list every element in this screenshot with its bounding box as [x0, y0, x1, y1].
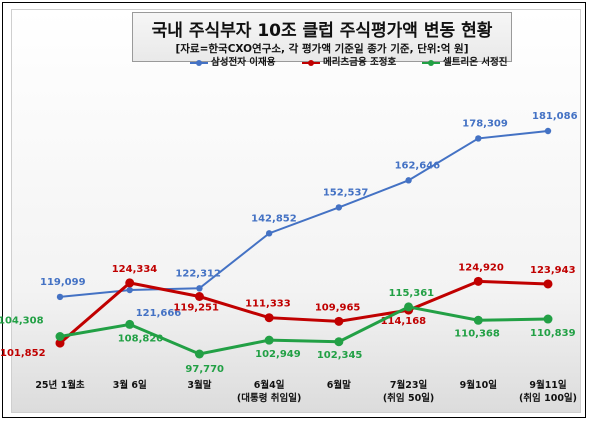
- data-point-meritz: [194, 292, 204, 302]
- x-tick-sublabel: (취임 50일): [383, 392, 434, 404]
- data-label-meritz: 109,965: [315, 302, 361, 313]
- data-point-meritz: [543, 279, 553, 289]
- series-line-samsung: [59, 130, 549, 298]
- data-label-samsung: 142,852: [251, 213, 297, 224]
- data-point-samsung: [56, 293, 64, 301]
- data-label-celltrion: 115,361: [389, 288, 435, 299]
- data-point-meritz: [125, 278, 135, 288]
- data-point-samsung: [475, 135, 482, 142]
- data-label-celltrion: 97,770: [185, 364, 224, 375]
- x-tick-label: 9월10일: [460, 379, 498, 391]
- legend-label-samsung: 삼성전자 이재용: [211, 57, 276, 68]
- data-point-samsung: [265, 230, 273, 237]
- x-tick-sublabel: (취임 100일): [519, 392, 577, 404]
- data-point-samsung: [544, 127, 552, 135]
- legend-item-samsung: 삼성전자 이재용: [190, 54, 276, 68]
- data-label-samsung: 162,646: [395, 160, 441, 171]
- chart-title: 국내 주식부자 10조 클럽 주식평가액 변동 현황: [151, 21, 493, 41]
- x-tick-label: 25년 1월초: [35, 379, 85, 391]
- data-point-celltrion: [334, 337, 344, 347]
- legend-label-celltrion: 셀트리온 서정진: [443, 57, 508, 68]
- data-point-celltrion: [473, 315, 483, 325]
- legend-label-meritz: 메리츠금융 조정호: [323, 57, 397, 68]
- data-point-celltrion: [264, 335, 274, 345]
- x-tick-sublabel: (대통령 취임일): [237, 392, 301, 404]
- x-tick-label: 3월말: [187, 379, 211, 391]
- data-point-celltrion: [543, 314, 553, 324]
- data-label-celltrion: 108,820: [118, 333, 164, 344]
- series-line-meritz: [59, 279, 549, 345]
- x-tick-label: 9월11일: [529, 379, 567, 391]
- legend: 삼성전자 이재용 메리츠금융 조정호 셀트리온 서정진: [190, 54, 520, 68]
- data-label-meritz: 123,943: [530, 265, 576, 276]
- legend-swatch-samsung: [190, 59, 208, 66]
- series-line-celltrion: [59, 305, 549, 356]
- data-point-celltrion: [194, 349, 204, 359]
- title-box: 국내 주식부자 10조 클럽 주식평가액 변동 현황 [자료=한국CXO연구소,…: [132, 12, 512, 62]
- data-label-samsung: 181,086: [532, 111, 578, 122]
- chart-background: [11, 9, 581, 413]
- data-label-celltrion: 110,368: [454, 328, 500, 339]
- data-point-samsung: [335, 204, 343, 211]
- data-label-samsung: 122,312: [175, 268, 221, 279]
- data-label-celltrion: 110,839: [530, 328, 576, 339]
- legend-item-meritz: 메리츠금융 조정호: [302, 54, 396, 68]
- data-point-samsung: [126, 286, 133, 294]
- data-label-meritz: 101,852: [0, 348, 46, 359]
- data-label-samsung: 119,099: [40, 277, 86, 288]
- x-tick-label: 6월4일: [254, 379, 285, 391]
- legend-swatch-meritz: [302, 59, 320, 66]
- data-point-meritz: [473, 276, 483, 286]
- x-tick-label: 7월23일: [390, 379, 428, 391]
- data-label-samsung: 152,537: [323, 187, 369, 198]
- data-point-meritz: [334, 316, 344, 326]
- legend-swatch-celltrion: [422, 59, 440, 66]
- data-point-samsung: [196, 285, 203, 292]
- chart-frame: [2, 2, 586, 418]
- data-label-celltrion: 102,345: [317, 350, 363, 361]
- x-tick-label: 3월 6일: [113, 379, 147, 391]
- data-point-samsung: [405, 177, 412, 184]
- data-label-meritz: 111,333: [245, 299, 291, 310]
- data-label-celltrion: 104,308: [0, 316, 44, 327]
- data-label-meritz: 124,334: [112, 264, 158, 275]
- chart-subtitle: [자료=한국CXO연구소, 각 평가액 기준일 종가 기준, 단위:억 원]: [175, 43, 469, 55]
- data-point-celltrion: [404, 302, 414, 312]
- data-label-samsung: 178,309: [462, 118, 508, 129]
- data-label-meritz: 119,251: [173, 303, 219, 314]
- data-point-meritz: [55, 338, 65, 348]
- x-tick-label: 6월말: [327, 379, 351, 391]
- data-point-meritz: [264, 313, 274, 323]
- data-label-meritz: 114,168: [381, 316, 427, 327]
- data-point-celltrion: [55, 332, 65, 342]
- data-label-samsung: 121,666: [136, 308, 182, 319]
- data-label-celltrion: 102,949: [255, 349, 301, 360]
- data-label-meritz: 124,920: [458, 262, 504, 273]
- data-point-celltrion: [125, 319, 135, 329]
- legend-item-celltrion: 셀트리온 서정진: [422, 54, 508, 68]
